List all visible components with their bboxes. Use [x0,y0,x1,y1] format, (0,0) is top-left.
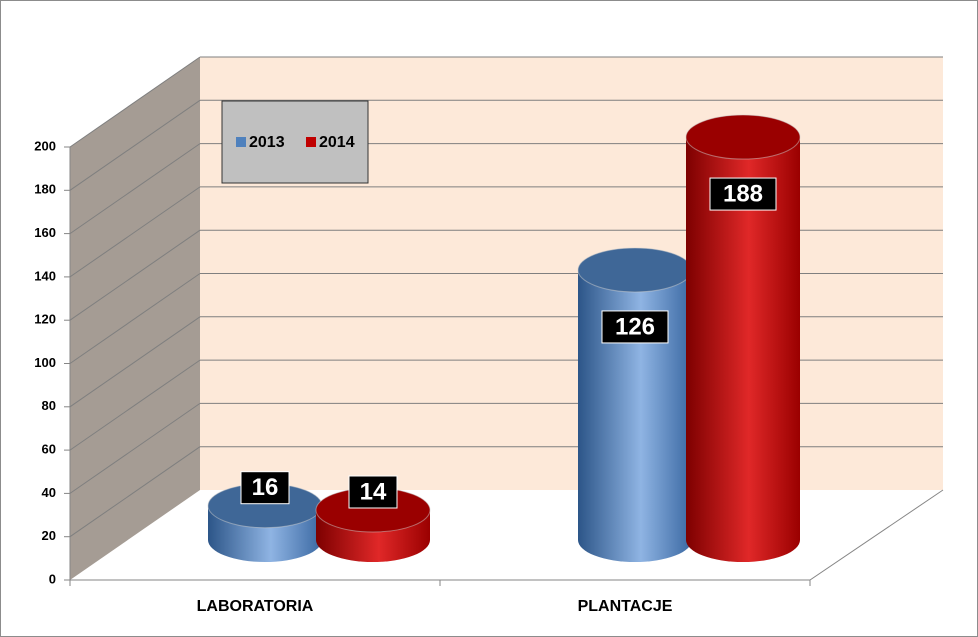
legend-swatch [236,137,246,147]
grid-line [69,446,201,538]
y-tick-label: 180 [34,182,56,197]
y-tick-label: 100 [34,355,56,370]
grid-line [69,56,201,148]
y-tick-label: 40 [42,485,56,500]
cylinder: 126 [577,247,693,562]
value-label-box [348,475,398,509]
x-tick-label: PLANTACJE [578,598,673,615]
value-label: 126 [615,313,655,340]
y-tick-label: 120 [34,312,56,327]
grid-line [69,273,201,364]
legend-label: 2014 [319,134,355,151]
bars: 16 14 126 188 [207,114,801,562]
legend-swatch [306,137,316,147]
y-tick-label: 0 [49,571,56,586]
value-label: 14 [360,478,387,505]
grid-line [69,99,201,191]
cylinder-top [577,247,693,293]
y-tick-label: 140 [34,268,56,283]
y-tick-label: 60 [42,442,56,457]
grid-line [69,143,201,235]
cylinder: 188 [685,114,801,562]
x-tick-label: LABORATORIA [197,598,314,615]
grid-line [69,186,201,278]
grid-line [69,359,201,451]
y-tick-label: 200 [34,138,56,153]
legend [221,100,369,184]
legend-items: 2013 2014 [236,134,355,151]
value-label-box [709,177,777,211]
cylinder-top [685,114,801,160]
cylinder: 14 [315,475,431,562]
grid-line [69,229,201,321]
value-label-box [601,310,669,344]
grid: 0 20 40 60 80 100 120 140 160 180 200 LABORATORIA PL… [34,56,943,615]
grid-line [69,402,201,494]
grid-line [69,316,201,408]
value-label-box [240,471,290,505]
value-label: 16 [252,474,279,501]
cylinder: 16 [207,471,323,562]
legend-label: 2013 [249,134,285,151]
y-tick-label: 160 [34,225,56,240]
y-tick-label: 80 [42,398,56,413]
y-tick-label: 20 [42,528,56,543]
bar [686,137,800,562]
value-label: 188 [723,180,763,207]
